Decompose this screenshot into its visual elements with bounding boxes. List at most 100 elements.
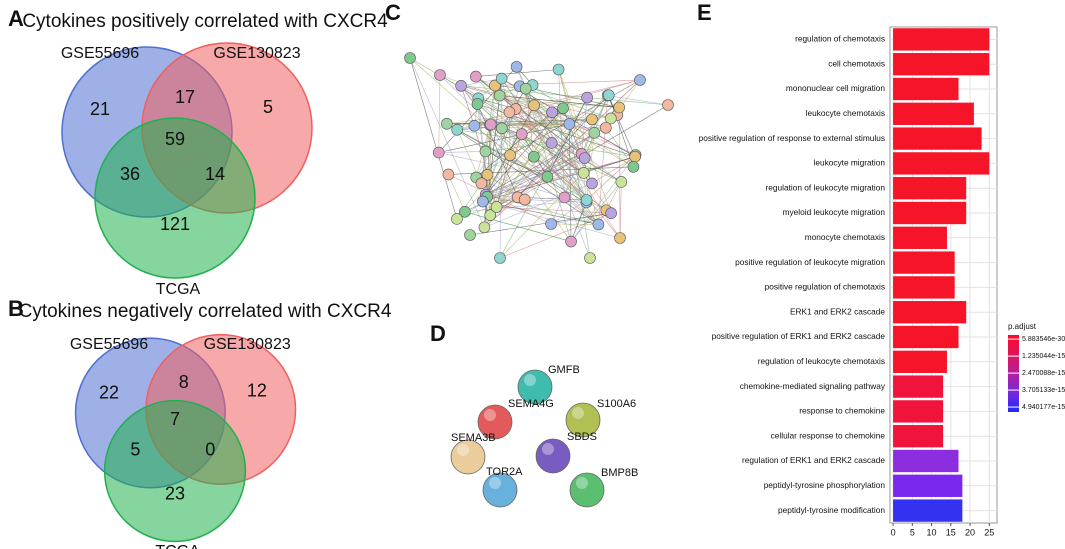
network-node: [477, 195, 489, 208]
network-edge: [457, 111, 510, 131]
network-node: [586, 113, 598, 126]
network-edge: [438, 151, 486, 153]
network-node: [503, 106, 516, 118]
bar: [893, 28, 990, 51]
bar: [893, 53, 990, 76]
network-edge: [558, 69, 612, 214]
y-tick-label: myeloid leukocyte migration: [783, 207, 886, 217]
network-edge: [474, 125, 599, 225]
network-edge: [446, 123, 599, 225]
bar: [893, 474, 963, 497]
network-node: [478, 221, 491, 234]
y-tick-label: cellular response to chemokine: [771, 430, 886, 440]
y-tick-label: monocyte chemotaxis: [805, 232, 885, 242]
network-node: [404, 52, 416, 64]
bar: [893, 350, 947, 373]
network-edge: [475, 69, 559, 77]
network-node: [489, 79, 501, 92]
network-node: [552, 63, 565, 76]
venn-count: 59: [165, 129, 185, 149]
network-node: [605, 207, 617, 219]
venn-count: 0: [205, 440, 215, 460]
colorbar-tick-label: 2.470088e-15: [1022, 370, 1065, 377]
network-edge: [583, 156, 636, 174]
network-edge: [448, 174, 552, 225]
network-edge: [501, 78, 587, 203]
panel-letter: C: [385, 0, 401, 25]
network-edge: [591, 156, 636, 184]
venn-count: 23: [165, 484, 185, 504]
bar: [893, 251, 955, 274]
colorbar-title: p.adjust: [1008, 322, 1037, 331]
network-edge: [485, 157, 585, 195]
venn-count: 36: [120, 164, 140, 184]
protein-label: SEMA3B: [451, 432, 496, 444]
network-node: [613, 101, 626, 114]
network-node: [481, 168, 494, 181]
x-tick-label: 15: [946, 527, 956, 537]
network-node: [468, 120, 481, 132]
network-edge: [438, 74, 441, 153]
venn-count: 22: [99, 382, 119, 402]
network-node: [546, 106, 558, 119]
network-node: [455, 80, 467, 92]
network-node: [441, 117, 453, 130]
network-node: [494, 252, 506, 264]
node-shine: [484, 409, 496, 421]
network-node: [451, 213, 463, 225]
node-shine: [489, 477, 501, 489]
network-node: [565, 235, 577, 248]
protein-label: TOR2A: [486, 466, 523, 478]
network-edge: [474, 125, 497, 208]
network-edge: [485, 153, 582, 195]
network-edge: [438, 152, 548, 178]
y-tick-label: peptidyl-tyrosine modification: [778, 505, 885, 515]
y-tick-label: positive regulation of leukocyte migrati…: [735, 257, 885, 267]
network-node: [516, 128, 528, 140]
network-node: [484, 118, 497, 131]
network-edge: [475, 76, 599, 225]
venn-count: 12: [247, 381, 267, 401]
network-node: [558, 191, 571, 204]
bar: [893, 301, 967, 324]
bar: [893, 325, 959, 349]
network-node: [475, 177, 488, 190]
protein-label: S100A6: [597, 398, 636, 410]
bar: [893, 201, 967, 225]
bar: [893, 276, 955, 299]
protein-node: [482, 472, 518, 508]
network-edge: [586, 132, 595, 201]
network-node: [584, 252, 596, 264]
network-edge: [499, 95, 620, 108]
network-edge: [485, 142, 552, 152]
y-tick-label: cell chemotaxis: [828, 58, 885, 68]
network-edge: [532, 84, 564, 109]
panel-letter: E: [697, 0, 712, 25]
network-edge: [607, 95, 669, 106]
venn-count: 17: [175, 87, 195, 107]
panel-letter: D: [430, 321, 446, 346]
y-tick-label: leukocyte chemotaxis: [806, 108, 885, 118]
bar: [893, 375, 944, 398]
bar: [893, 400, 944, 423]
x-tick-label: 20: [965, 527, 975, 537]
venn-count: 8: [179, 372, 189, 392]
network-edge: [581, 97, 588, 154]
node-shine: [524, 374, 536, 386]
network-node: [627, 161, 640, 173]
network-edge: [409, 57, 458, 220]
network-node: [545, 218, 557, 230]
network-node: [479, 145, 492, 158]
y-tick-label: regulation of ERK1 and ERK2 cascade: [742, 455, 885, 465]
venn-title: Cytokines negatively correlated with CXC…: [19, 301, 392, 322]
venn-set-label: GSE130823: [204, 336, 291, 353]
venn-count: 21: [90, 99, 110, 119]
colorbar-tick-label: 3.705133e-15: [1022, 387, 1065, 394]
network-edge: [569, 123, 634, 168]
bar: [893, 127, 982, 150]
bar: [893, 499, 963, 522]
network-edge: [448, 174, 466, 212]
network-edge: [475, 108, 516, 178]
network-node: [510, 60, 523, 73]
network-edge: [469, 212, 612, 236]
